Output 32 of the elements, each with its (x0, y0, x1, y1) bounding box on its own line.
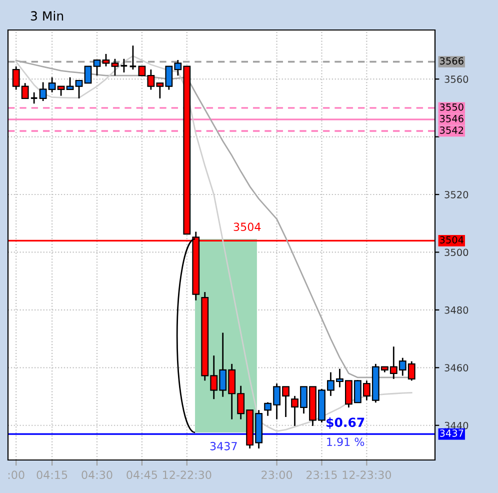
candlestick (66, 76, 74, 90)
x-tick-label: 04:15 (36, 470, 68, 480)
y-tick-label: 3440 (444, 422, 468, 430)
annotation: $0.67 (326, 417, 364, 429)
x-tick-label: 12-22:30 (163, 470, 212, 480)
annotation: 3437 (210, 442, 237, 450)
y-tick-label: 3500 (444, 248, 468, 256)
ref-line-label: 3550 (440, 103, 464, 111)
candlestick (111, 58, 119, 76)
candlestick (84, 66, 92, 84)
candlestick (75, 80, 83, 100)
chart-title: 3 Min (30, 10, 64, 21)
candlestick (102, 53, 110, 68)
annotation: 1.91 % (327, 438, 364, 446)
y-tick-label: 3480 (444, 306, 468, 314)
annotation: 3504 (234, 222, 261, 232)
x-tick-label: 23:00 (262, 470, 292, 480)
x-tick-label: 04:30 (82, 470, 112, 480)
x-tick-label: 12-23:30 (342, 470, 392, 480)
x-tick-label: 04:45 (126, 470, 157, 480)
ref-line-label: 3437 (440, 429, 464, 437)
x-tick-label: :00 (8, 470, 24, 480)
ref-line-label: 3546 (440, 114, 464, 122)
x-tick-label: 23:15 (306, 470, 337, 480)
candlestick (93, 59, 101, 76)
ref-line-label: 3504 (440, 236, 464, 244)
ref-line-label: 3566 (440, 57, 464, 65)
ref-line-label: 3542 (440, 126, 464, 134)
line-series (15, 55, 412, 432)
y-tick-label: 3520 (444, 190, 468, 198)
y-tick-label: 3560 (444, 76, 468, 83)
y-tick-label: 3460 (444, 364, 468, 372)
